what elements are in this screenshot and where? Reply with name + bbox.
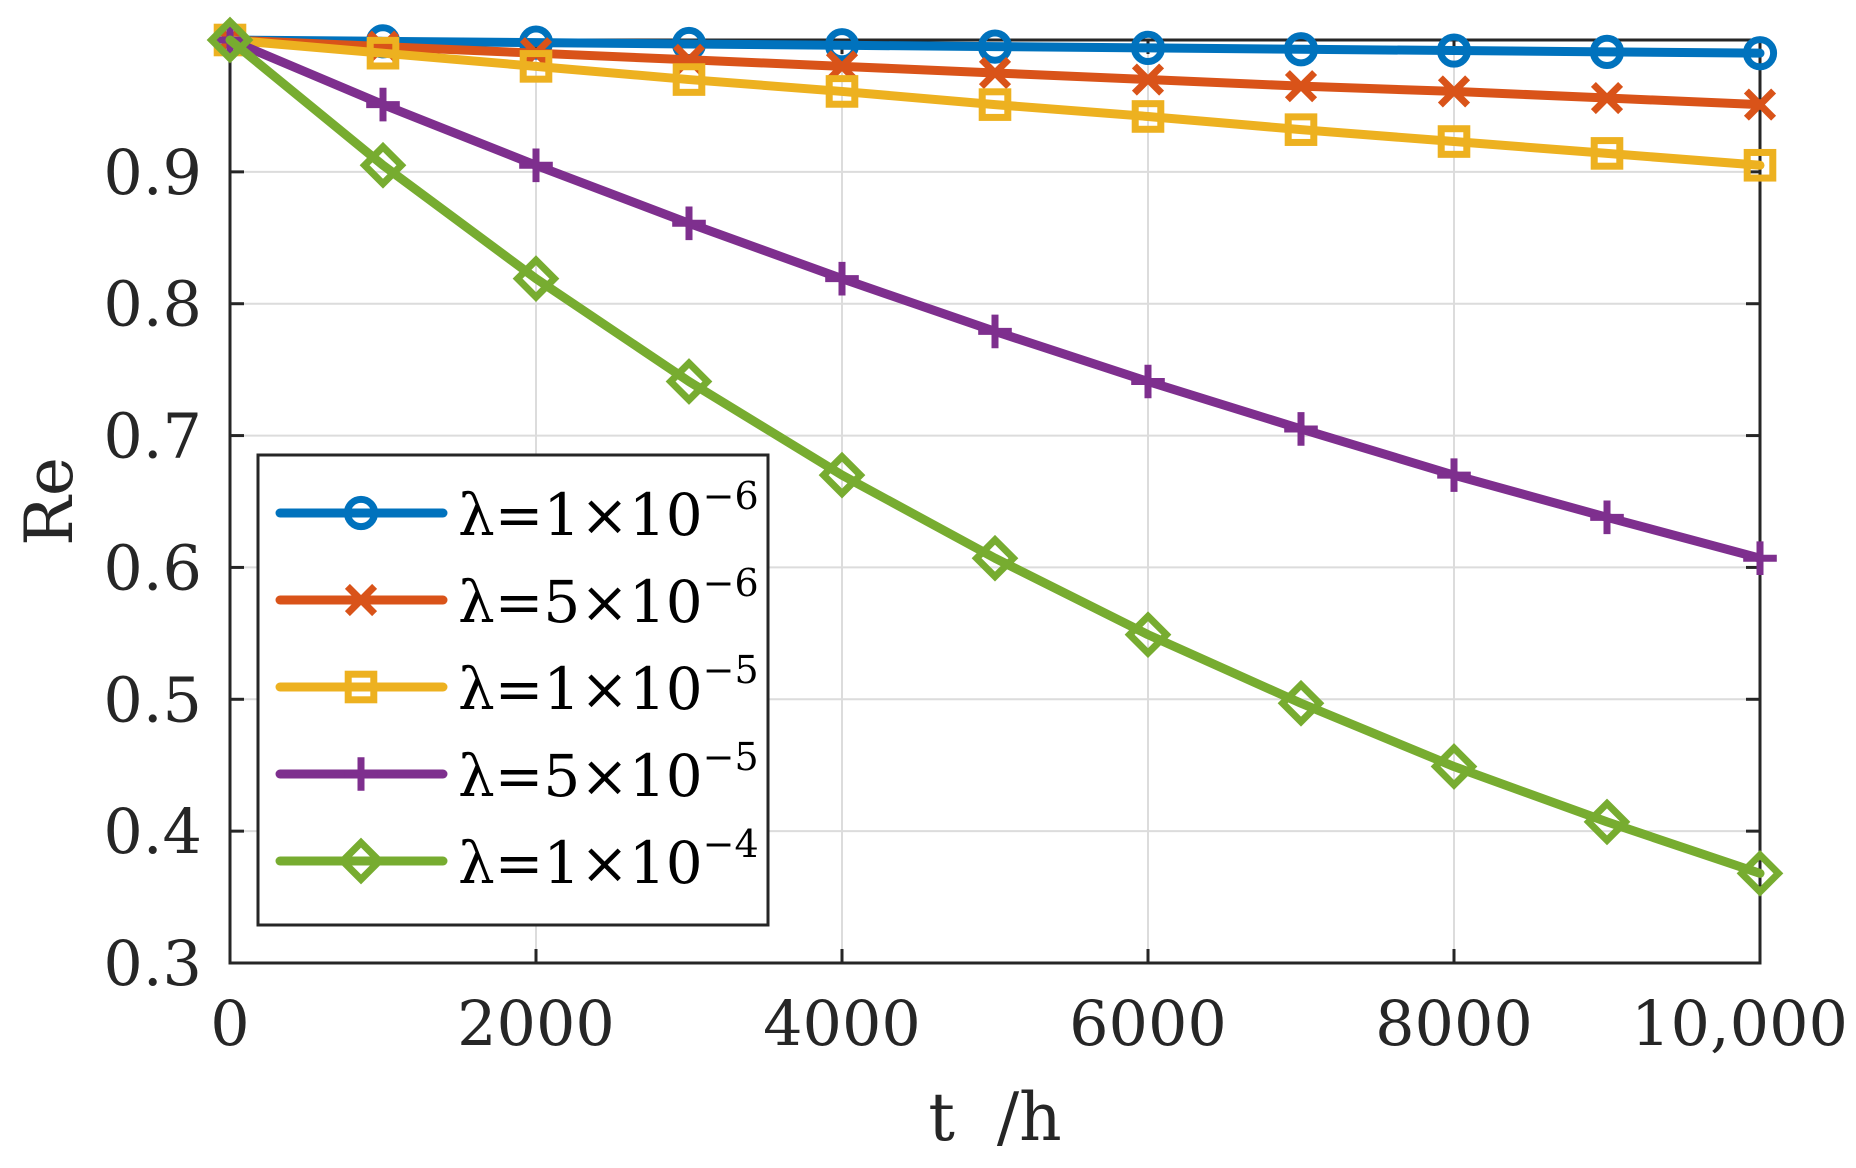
x-marker: [1590, 81, 1624, 115]
x-tick-label: 10,000: [1631, 987, 1848, 1060]
square-marker: [825, 75, 859, 108]
x-marker: [1743, 88, 1777, 121]
series-line: [225, 35, 1765, 170]
legend-label-base: λ=1×10: [458, 655, 703, 723]
series-1: [212, 22, 1778, 71]
x-axis-title: t /h: [928, 1079, 1061, 1156]
square-marker: [344, 670, 378, 704]
circle-marker: [1589, 34, 1625, 69]
y-tick-label: 0.8: [103, 268, 202, 341]
series-3: [213, 23, 1777, 182]
square-marker: [978, 88, 1012, 121]
diamond-marker: [665, 358, 713, 405]
x-tick-label: 8000: [1375, 987, 1533, 1060]
series-group: [206, 16, 1784, 897]
legend-label-base: λ=1×10: [458, 829, 703, 897]
circle-marker: [977, 29, 1013, 64]
diamond-marker: [512, 255, 560, 303]
legend-label-exponent: −6: [703, 561, 759, 605]
plus-marker: [1590, 500, 1624, 535]
diamond-marker: [1430, 743, 1478, 790]
legend-entry: λ=1×10−6: [275, 474, 759, 549]
circle-marker: [343, 495, 379, 531]
square-marker: [519, 50, 553, 83]
square-marker: [1437, 125, 1471, 158]
plus-marker: [672, 206, 706, 241]
square-marker: [672, 63, 706, 96]
plus-marker: [825, 261, 859, 296]
legend-label-base: λ=5×10: [458, 742, 703, 810]
plus-marker: [366, 87, 400, 122]
square-marker: [1131, 100, 1165, 133]
y-tick-label: 0.4: [103, 795, 202, 868]
plus-marker: [519, 148, 553, 183]
y-tick-label: 0.6: [103, 531, 202, 604]
legend-label: λ=5×10−5: [458, 735, 759, 810]
x-tick-label: 0: [210, 987, 249, 1060]
legend-label-exponent: −5: [703, 735, 759, 779]
circle-marker: [1742, 36, 1778, 71]
axis-ticks: 0 2000 4000 6000 8000 10,000 0.3 0.4 0.5 0.6 0.7 0.…: [103, 40, 1848, 1060]
diamond-marker: [971, 534, 1019, 582]
x-tick-label: 4000: [763, 987, 921, 1060]
square-marker: [1284, 113, 1318, 146]
series-line: [225, 35, 1765, 58]
diamond-marker: [206, 16, 254, 64]
circle-marker: [824, 28, 860, 63]
legend-entry: λ=5×10−6: [275, 561, 759, 636]
diamond-marker: [1583, 798, 1631, 846]
legend-label: λ=1×10−4: [458, 822, 759, 897]
circle-marker: [1130, 30, 1166, 66]
legend-label-base: λ=5×10: [458, 568, 703, 636]
x-marker: [1437, 75, 1471, 108]
legend-label: λ=1×10−5: [458, 648, 759, 723]
x-marker: [978, 56, 1012, 90]
plus-marker: [1284, 412, 1318, 446]
legend-entry: λ=5×10−5: [275, 735, 759, 810]
series-line: [225, 35, 1765, 878]
x-tick-label: 6000: [1069, 987, 1227, 1060]
y-tick-label: 0.5: [103, 663, 202, 736]
x-tick-label: 2000: [457, 987, 615, 1060]
legend-label-exponent: −4: [703, 822, 759, 866]
diamond-marker: [1124, 611, 1172, 659]
y-axis-title: Re: [11, 457, 88, 546]
plot-area-frame: [228, 38, 1762, 965]
diamond-marker: [818, 451, 866, 499]
legend-label-exponent: −5: [703, 648, 759, 692]
legend-box: [256, 453, 770, 927]
plus-marker: [1743, 541, 1777, 575]
square-marker: [1743, 148, 1777, 182]
y-tick-label: 0.7: [103, 400, 202, 473]
series-4: [213, 23, 1777, 575]
legend-entry: λ=1×10−5: [275, 648, 759, 723]
y-tick-label: 0.9: [103, 136, 202, 209]
diamond-marker: [1736, 849, 1784, 897]
legend-label-base: λ=1×10: [458, 481, 703, 549]
diamond-marker: [1277, 679, 1325, 727]
legend-label-exponent: −6: [703, 474, 759, 518]
plus-marker: [978, 314, 1012, 349]
plus-marker: [1437, 458, 1471, 492]
plus-marker: [344, 757, 378, 791]
circle-marker: [1283, 32, 1319, 67]
series-5: [206, 16, 1784, 897]
legend-label: λ=1×10−6: [458, 474, 759, 549]
x-marker: [344, 583, 378, 617]
circle-marker: [1436, 33, 1472, 68]
diamond-marker: [359, 141, 407, 189]
diamond-marker: [337, 837, 385, 885]
x-marker: [1284, 70, 1318, 103]
legend-label: λ=5×10−6: [458, 561, 759, 636]
x-marker: [1131, 63, 1165, 96]
y-tick-label: 0.3: [103, 927, 202, 1000]
plus-marker: [1131, 364, 1165, 399]
legend: λ=1×10−6λ=5×10−6λ=1×10−5λ=5×10−5λ=1×10−4: [256, 453, 770, 927]
square-marker: [366, 36, 400, 70]
legend-entry: λ=1×10−4: [275, 822, 759, 897]
square-marker: [1590, 137, 1624, 170]
